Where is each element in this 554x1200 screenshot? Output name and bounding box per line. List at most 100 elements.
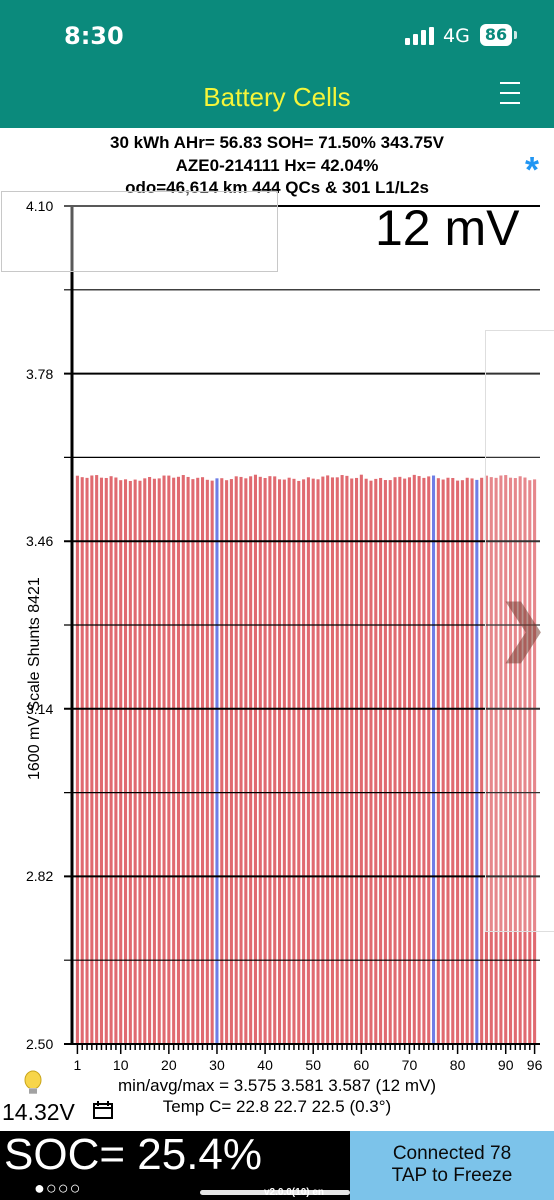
- cell-bar: [388, 480, 392, 1044]
- y-axis-label: 1600 mV Scale Shunts 8421: [26, 577, 43, 780]
- cell-bar: [398, 476, 402, 1044]
- cell-bar: [484, 475, 489, 1044]
- cell-bar: [80, 477, 84, 1044]
- cell-bar: [451, 477, 455, 1045]
- cell-bar: [393, 477, 397, 1044]
- cell-bar: [302, 479, 306, 1044]
- side-panel[interactable]: [485, 330, 554, 932]
- aux-voltage: 14.32V: [2, 1099, 75, 1125]
- home-indicator[interactable]: [200, 1190, 350, 1195]
- cell-bar: [494, 477, 498, 1044]
- cell-bar: [109, 476, 113, 1045]
- freeze-button[interactable]: Connected 78 TAP to Freeze: [350, 1131, 554, 1200]
- cell-bar: [470, 478, 474, 1044]
- cell-bar: [306, 477, 310, 1044]
- calendar-icon[interactable]: [93, 1101, 113, 1119]
- cell-bar: [205, 479, 209, 1045]
- cell-bar: [508, 477, 513, 1044]
- cell-bar: [234, 476, 238, 1044]
- hamburger-icon[interactable]: [500, 78, 520, 108]
- cell-bar: [167, 475, 171, 1044]
- cell-bar: [258, 476, 262, 1044]
- cell-bar: [152, 478, 156, 1044]
- cell-bar: [354, 477, 359, 1044]
- bars-group: [75, 474, 537, 1045]
- cell-bar: [316, 479, 320, 1044]
- cell-bar: [287, 477, 291, 1044]
- cell-bar: [114, 477, 118, 1044]
- network-type: 4G: [443, 25, 470, 47]
- cell-bar: [422, 477, 426, 1044]
- y-tick-label: 3.14: [26, 700, 54, 717]
- cell-bar: [340, 475, 344, 1044]
- x-tick-label: 96: [526, 1057, 543, 1073]
- cell-bar: [196, 477, 200, 1044]
- cell-bar: [157, 478, 161, 1044]
- cell-bar: [465, 477, 469, 1044]
- cell-bar: [297, 480, 301, 1044]
- app-title: Battery Cells: [203, 82, 351, 112]
- cell-bar: [186, 476, 190, 1044]
- overlay-box: [1, 191, 278, 272]
- signal-icon: [405, 27, 435, 45]
- cell-bar: [403, 478, 407, 1044]
- battery-tip: [514, 31, 517, 39]
- app-bar: [0, 70, 554, 128]
- cell-bar: [350, 478, 354, 1044]
- cell-bar: [220, 478, 224, 1044]
- cell-bar: [504, 475, 508, 1044]
- cell-bar: [364, 478, 368, 1044]
- soc-bar: [0, 1131, 350, 1200]
- cell-bar: [446, 477, 450, 1044]
- x-tick-label: 50: [305, 1057, 321, 1073]
- cell-bar: [374, 478, 378, 1044]
- cell-bar: [513, 478, 517, 1044]
- y-tick-label: 3.78: [26, 365, 54, 382]
- cell-bar: [321, 476, 325, 1044]
- y-tick-label: 4.10: [26, 198, 54, 214]
- cell-bar: [480, 477, 484, 1044]
- cell-bar: [489, 477, 493, 1044]
- cell-bar: [181, 475, 185, 1044]
- cell-bar: [128, 480, 132, 1044]
- y-tick-label: 2.82: [26, 868, 54, 885]
- cell-bar: [407, 477, 412, 1045]
- pack-summary: 30 kWh AHr= 56.83 SOH= 71.50% 343.75V: [110, 133, 444, 152]
- cell-bar: [436, 478, 440, 1044]
- cell-bar: [427, 476, 431, 1044]
- cell-bar: [104, 477, 108, 1044]
- cell-bar: [176, 476, 181, 1044]
- chevron-right-icon[interactable]: ❯: [498, 594, 549, 661]
- cell-bar: [138, 480, 142, 1045]
- cell-bar: [273, 476, 277, 1044]
- star-icon[interactable]: *: [525, 149, 540, 190]
- cell-bar: [263, 477, 267, 1045]
- cell-bar: [441, 479, 445, 1044]
- x-tick-label: 30: [209, 1057, 225, 1073]
- cell-bar: [412, 474, 416, 1044]
- cell-bar: [225, 480, 229, 1045]
- x-tick-label: 60: [353, 1057, 370, 1073]
- status-bar: 8:30 4G 86: [0, 0, 554, 70]
- page-dots[interactable]: ●○○○: [34, 1178, 82, 1198]
- shunt-bar: [431, 475, 436, 1044]
- cell-bar: [143, 478, 147, 1045]
- cell-bar: [417, 476, 421, 1044]
- spread-value: 12 mV: [375, 200, 520, 256]
- lightbulb-icon[interactable]: [22, 1070, 44, 1098]
- cell-bar: [244, 478, 248, 1045]
- cell-bar: [148, 477, 152, 1044]
- axis-group: [70, 206, 540, 1054]
- shunt-bar: [475, 479, 479, 1044]
- x-tick-label: 1: [73, 1057, 82, 1073]
- odometer-summary: odo=46,614 km 444 QCs & 301 L1/L2s: [125, 178, 429, 197]
- cell-bar: [253, 474, 258, 1044]
- cell-bar: [90, 475, 94, 1044]
- cell-bar: [191, 479, 195, 1044]
- x-tick-label: 90: [497, 1057, 514, 1073]
- cell-bar: [292, 478, 296, 1044]
- min-avg-max: min/avg/max = 3.575 3.581 3.587 (12 mV): [118, 1076, 436, 1095]
- cell-bar: [119, 480, 123, 1045]
- cell-bar: [383, 480, 387, 1045]
